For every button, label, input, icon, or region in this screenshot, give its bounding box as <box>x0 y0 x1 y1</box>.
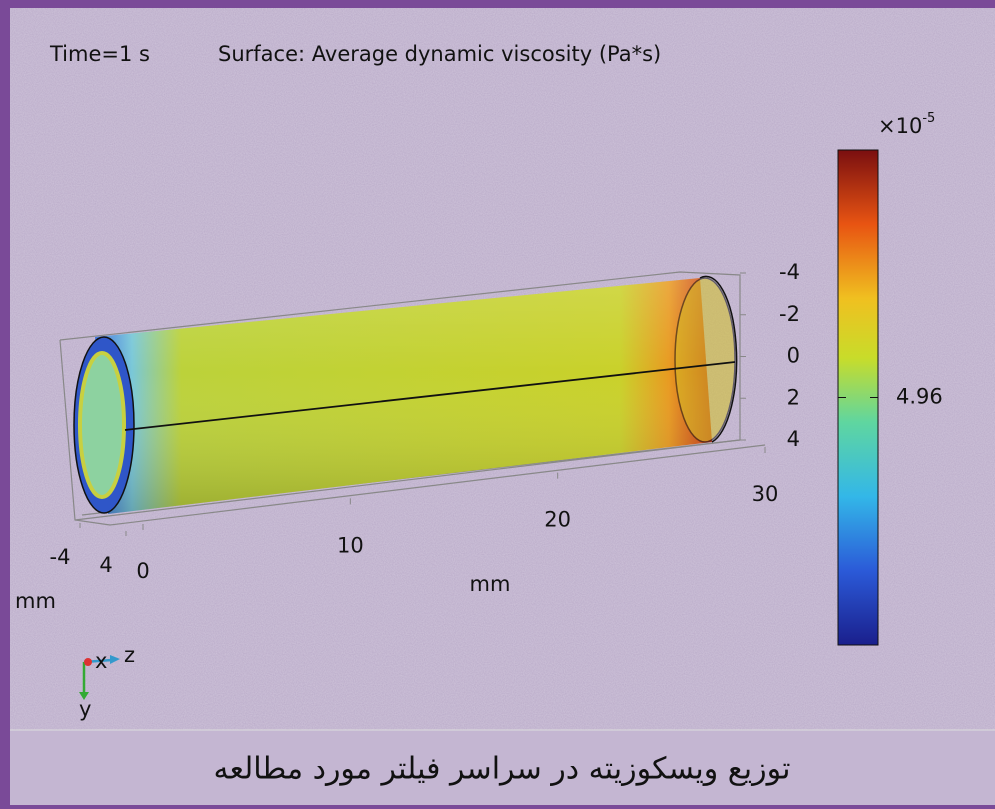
triad-y: y <box>79 697 91 721</box>
x-tick-label: -4 <box>50 545 71 569</box>
z-tick-label: 0 <box>136 559 149 583</box>
page: {"chart_data": { "type": "surface", "tit… <box>0 0 995 805</box>
multiplier: ×10 <box>878 114 922 138</box>
colorbar-tick-label: 4.96 <box>896 385 943 409</box>
y-tick-label: 0 <box>787 344 800 368</box>
y-tick-label: 4 <box>787 427 800 451</box>
y-tick-label: 2 <box>787 385 800 409</box>
z-tick-label: 10 <box>337 533 364 557</box>
z-axis-label: mm <box>470 572 511 596</box>
figure: ×10-5 Time=1 s Surface: Average dynamic … <box>0 0 995 805</box>
triad-z: z <box>124 643 135 667</box>
subtitle: Surface: Average dynamic viscosity (Pa*s… <box>218 42 661 66</box>
title: Time=1 s <box>49 42 150 66</box>
z-tick-label: 20 <box>544 508 571 532</box>
triad-x: x <box>95 649 107 673</box>
y-tick-label: -2 <box>779 302 800 326</box>
z-tick-label: 30 <box>752 482 779 506</box>
y-tick-label: -4 <box>779 260 800 284</box>
exponent: -5 <box>922 111 935 126</box>
x-tick-label: 4 <box>99 553 112 577</box>
x-axis-label: mm <box>15 589 56 613</box>
caption: توزیع ویسکوزیته در سراسر فیلتر مورد مطال… <box>214 752 791 787</box>
